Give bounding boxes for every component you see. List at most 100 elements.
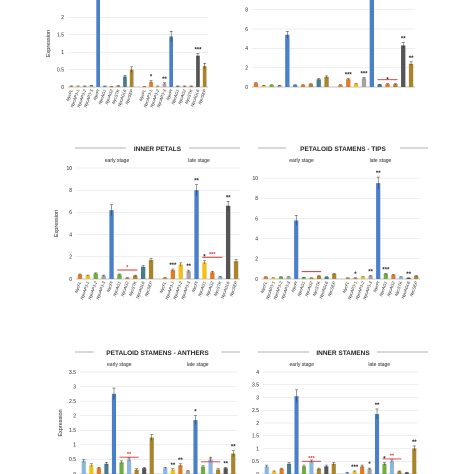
y-tick-label: 6 — [69, 210, 72, 216]
bar — [352, 471, 357, 474]
bar — [109, 210, 114, 279]
x-tick-label: NycAP3-2 — [87, 280, 98, 300]
y-tick-label: 0 — [255, 277, 258, 283]
significance-label: ** — [231, 445, 236, 451]
panel-title: PETALOID STAMENS - TIPS — [300, 146, 386, 153]
x-tick-label: NycAP3-2 — [76, 88, 87, 108]
stage-label-early: early stage — [107, 362, 132, 368]
x-tick-label: NycSTK — [213, 280, 223, 296]
x-tick-label: NycAP3-2 — [354, 280, 365, 300]
x-tick-label: NycFL — [74, 280, 83, 294]
bar — [148, 260, 154, 279]
bar — [414, 275, 419, 279]
bar — [162, 277, 168, 279]
bar — [96, 0, 100, 87]
x-tick-label: NycSEP — [327, 280, 337, 297]
bar — [104, 463, 109, 474]
significance-label: * — [354, 272, 357, 278]
x-tick-label: NycPI — [290, 280, 299, 293]
panel-title: PETALOID STAMENS - ANTHERS — [106, 350, 209, 357]
x-tick-label: NycAG1 — [378, 281, 388, 297]
bar — [119, 462, 124, 474]
x-tick-label: NycAP3-2 — [172, 280, 183, 300]
stage-label-early: early stage — [289, 158, 314, 164]
x-tick-label: NycFL — [65, 88, 74, 102]
x-tick-label: NycPI — [92, 88, 101, 101]
x-tick-label: NycAP3-1 — [142, 89, 153, 108]
bar — [202, 66, 207, 87]
y-tick-label: 2.5 — [252, 408, 259, 414]
bar — [389, 461, 394, 474]
bar — [253, 83, 259, 87]
bar — [162, 83, 167, 87]
x-tick-label: NycAP3-1 — [69, 89, 80, 108]
bar — [393, 84, 398, 87]
comparison-label: * — [126, 265, 129, 271]
bar — [129, 69, 134, 87]
stage-label-late: late stage — [368, 362, 390, 368]
bar — [123, 76, 127, 87]
x-tick-label: NycSTK — [184, 88, 194, 104]
x-tick-label: NycFL — [138, 88, 147, 102]
bar — [208, 459, 213, 474]
x-tick-label: NycPI — [105, 280, 114, 293]
significance-label: *** — [382, 267, 390, 273]
x-tick-label: NycAG2 — [386, 280, 396, 297]
x-tick-label: NycAP3-1 — [347, 281, 358, 300]
stage-label-late: late stage — [188, 158, 210, 164]
y-tick-label: 2 — [69, 255, 72, 261]
stage-label-late: late stage — [187, 362, 209, 368]
significance-label: ** — [412, 440, 417, 446]
bar — [223, 468, 228, 474]
bar — [382, 463, 387, 474]
bar — [324, 76, 329, 87]
significance-label: ** — [409, 56, 414, 62]
bar — [324, 466, 329, 474]
bar — [133, 275, 138, 279]
chart-panel-5: PETALOID STAMENS - ANTHERS early stage lat… — [58, 350, 240, 474]
x-tick-label: NycAP3-1 — [79, 281, 90, 300]
bar — [345, 277, 350, 279]
bar — [301, 277, 306, 279]
bar — [163, 468, 168, 474]
bar — [126, 459, 132, 474]
bar — [77, 274, 83, 279]
comparison-label: ** — [390, 454, 395, 460]
bar — [93, 273, 98, 279]
y-tick-label: 1.5 — [57, 33, 64, 39]
x-tick-label: NycAG1 — [197, 281, 207, 297]
x-tick-label: NycAGL6 — [190, 88, 201, 107]
y-tick-label: 8 — [69, 188, 72, 194]
x-tick-label: NycAG2 — [120, 280, 130, 297]
x-tick-label: NycFL — [259, 280, 268, 294]
bar — [316, 275, 322, 279]
significance-label: ** — [406, 272, 411, 278]
bar — [272, 471, 277, 474]
bar — [233, 261, 239, 279]
y-tick-label: 6 — [255, 216, 258, 222]
bar — [369, 0, 374, 87]
x-tick-label: NycAP3-1 — [164, 281, 175, 300]
y-tick-label: 10 — [66, 166, 72, 172]
y-tick-label: 8 — [255, 196, 258, 202]
bar — [360, 276, 366, 279]
y-tick-label: 2 — [256, 421, 259, 427]
x-tick-label: NycSEP — [228, 280, 238, 297]
y-tick-label: 3.5 — [252, 383, 259, 389]
bar — [338, 85, 343, 87]
bar — [293, 85, 298, 87]
bar — [316, 468, 321, 474]
x-tick-label: NycAG1 — [170, 89, 180, 105]
chart-panel-1: 00.511.52ExpressionNycFLNycAP3-1NycAP3-2… — [46, 0, 208, 108]
x-tick-label: NycAG2 — [177, 88, 187, 105]
bar — [398, 276, 404, 279]
bar — [278, 276, 284, 279]
bar — [117, 274, 122, 279]
panel-title: INNER PETALS — [134, 146, 182, 153]
x-tick-label: NycAP3-2 — [272, 280, 283, 300]
y-tick-label: 8 — [245, 7, 248, 13]
comparison-label: * — [210, 457, 213, 463]
significance-label: ** — [226, 195, 231, 201]
bar — [377, 84, 382, 87]
x-tick-label: NycSTK — [393, 280, 403, 296]
